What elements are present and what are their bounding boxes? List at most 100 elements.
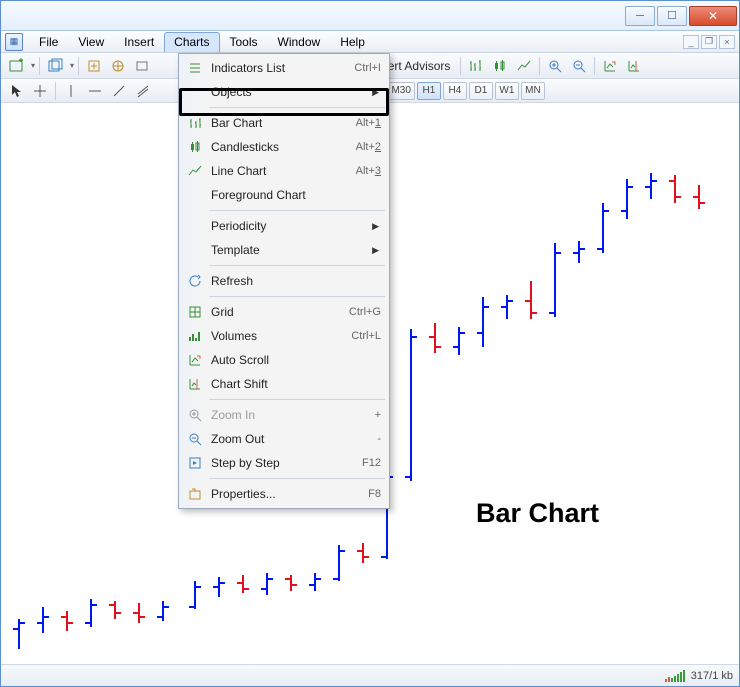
foreground-chart-icon [185, 186, 205, 204]
menu-file[interactable]: File [29, 32, 68, 52]
crosshair-tool-button[interactable] [29, 81, 51, 101]
ohlc-bar [597, 203, 609, 253]
line-chart-button[interactable] [513, 56, 535, 76]
menu-item-shortcut: - [377, 433, 381, 445]
menu-item-label: Indicators List [211, 61, 354, 75]
connection-status: 317/1 kb [691, 670, 733, 682]
refresh-icon [185, 272, 205, 290]
menu-item-periodicity[interactable]: Periodicity▶ [181, 214, 387, 238]
menu-item-label: Zoom Out [211, 432, 377, 446]
menu-item-label: Properties... [211, 487, 368, 501]
menu-item-auto-scroll[interactable]: Auto Scroll [181, 348, 387, 372]
timeframe-h4-button[interactable]: H4 [443, 82, 467, 100]
menu-view[interactable]: View [68, 32, 114, 52]
ohlc-bar [573, 241, 585, 263]
autoscroll-icon [185, 351, 205, 369]
menu-item-label: Line Chart [211, 164, 356, 178]
menubar: ▦ FileViewInsertChartsToolsWindowHelp _ … [1, 31, 739, 53]
zoom-in-button[interactable] [544, 56, 566, 76]
zin-icon [185, 406, 205, 424]
menu-item-shortcut: F8 [368, 488, 381, 500]
ohlc-bar [261, 573, 273, 595]
menu-item-zoom-in: Zoom In+ [181, 403, 387, 427]
timeframe-w1-button[interactable]: W1 [495, 82, 519, 100]
chart-shift-button[interactable] [623, 56, 645, 76]
mdi-close-button[interactable]: × [719, 35, 735, 49]
cursor-tool-button[interactable] [5, 81, 27, 101]
menu-item-step-by-step[interactable]: Step by StepF12 [181, 451, 387, 475]
timeframe-m30-button[interactable]: M30 [387, 82, 414, 100]
candle-icon [185, 138, 205, 156]
ohlc-bar [693, 185, 705, 209]
menu-item-label: Refresh [211, 274, 381, 288]
grid-icon [185, 303, 205, 321]
menu-item-label: Zoom In [211, 408, 375, 422]
submenu-arrow-icon: ▶ [372, 245, 379, 256]
ohlc-bar [669, 175, 681, 203]
close-button[interactable]: ✕ [689, 6, 737, 26]
channel-button[interactable] [132, 81, 154, 101]
shift-icon [185, 375, 205, 393]
ohlc-bar [109, 601, 121, 619]
periodicity-icon [185, 217, 205, 235]
ohlc-bar [525, 281, 537, 319]
menu-item-template[interactable]: Template▶ [181, 238, 387, 262]
ohlc-bar [453, 327, 465, 355]
menu-window[interactable]: Window [268, 32, 331, 52]
menu-item-label: Grid [211, 305, 349, 319]
menu-item-zoom-out[interactable]: Zoom Out- [181, 427, 387, 451]
bar-icon [185, 114, 205, 132]
auto-scroll-button[interactable] [599, 56, 621, 76]
timeframe-mn-button[interactable]: MN [521, 82, 545, 100]
timeframe-h1-button[interactable]: H1 [417, 82, 441, 100]
menu-insert[interactable]: Insert [114, 32, 164, 52]
menu-item-refresh[interactable]: Refresh [181, 269, 387, 293]
menu-item-shortcut: Ctrl+I [354, 62, 381, 74]
timeframe-d1-button[interactable]: D1 [469, 82, 493, 100]
statusbar: 317/1 kb [1, 664, 739, 686]
list-icon [185, 59, 205, 77]
menu-item-shortcut: Alt+2 [356, 141, 381, 153]
minimize-button[interactable]: ─ [625, 6, 655, 26]
bar-chart-button[interactable] [465, 56, 487, 76]
new-chart-button[interactable] [5, 56, 29, 76]
menu-item-candlesticks[interactable]: CandlesticksAlt+2 [181, 135, 387, 159]
profiles-button[interactable] [44, 56, 68, 76]
menu-item-shortcut: Alt+1 [356, 117, 381, 129]
navigator-button[interactable] [107, 56, 129, 76]
ohlc-bar [37, 607, 49, 633]
zoom-out-button[interactable] [568, 56, 590, 76]
annotation-label: Bar Chart [476, 498, 599, 529]
menu-tools[interactable]: Tools [220, 32, 268, 52]
app-window: ─ ☐ ✕ ▦ FileViewInsertChartsToolsWindowH… [0, 0, 740, 687]
terminal-button[interactable] [131, 56, 153, 76]
horizontal-line-button[interactable] [84, 81, 106, 101]
market-watch-button[interactable] [83, 56, 105, 76]
ohlc-bar [549, 243, 561, 317]
ohlc-bar [213, 577, 225, 597]
menu-item-label: Template [211, 243, 381, 257]
menu-item-shortcut: F12 [362, 457, 381, 469]
trendline-button[interactable] [108, 81, 130, 101]
maximize-button[interactable]: ☐ [657, 6, 687, 26]
ohlc-bar [285, 575, 297, 591]
menu-item-properties[interactable]: Properties...F8 [181, 482, 387, 506]
menu-item-label: Foreground Chart [211, 188, 381, 202]
menu-help[interactable]: Help [330, 32, 375, 52]
candlestick-button[interactable] [489, 56, 511, 76]
menu-item-grid[interactable]: GridCtrl+G [181, 300, 387, 324]
menu-item-label: Step by Step [211, 456, 362, 470]
menu-item-volumes[interactable]: VolumesCtrl+L [181, 324, 387, 348]
ohlc-bar [405, 329, 417, 481]
menu-item-label: Candlesticks [211, 140, 356, 154]
menu-item-indicators-list[interactable]: Indicators ListCtrl+I [181, 56, 387, 80]
menu-item-foreground-chart[interactable]: Foreground Chart [181, 183, 387, 207]
ohlc-bar [157, 601, 169, 621]
mdi-minimize-button[interactable]: _ [683, 35, 699, 49]
menu-item-line-chart[interactable]: Line ChartAlt+3 [181, 159, 387, 183]
mdi-restore-button[interactable]: ❐ [701, 35, 717, 49]
menu-charts[interactable]: Charts [164, 32, 219, 52]
menu-item-shortcut: Ctrl+G [349, 306, 381, 318]
vertical-line-button[interactable] [60, 81, 82, 101]
menu-item-chart-shift[interactable]: Chart Shift [181, 372, 387, 396]
